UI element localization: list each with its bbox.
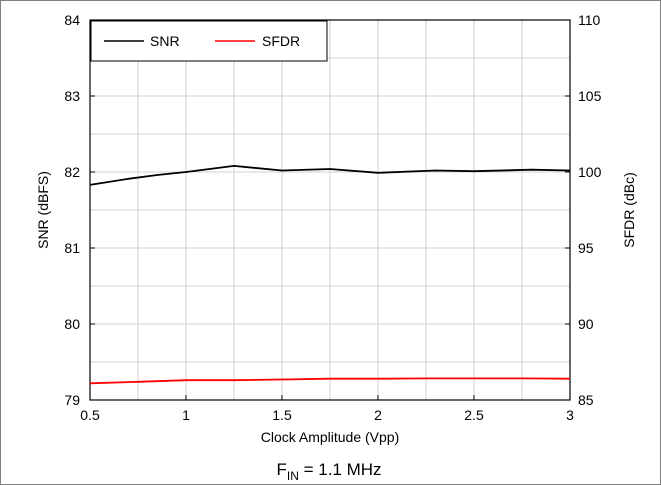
caption: FIN = 1.1 MHz	[276, 460, 381, 483]
caption-rest: = 1.1 MHz	[299, 460, 382, 479]
y2-tick-label: 105	[578, 88, 602, 104]
caption-subscript: IN	[287, 469, 299, 483]
plot-area-border	[89, 19, 571, 401]
y-right-tick-labels: 85 90 95 100 105 110	[578, 12, 602, 408]
grid	[89, 19, 571, 401]
y2-tick-label: 110	[578, 12, 601, 28]
x-tick-label: 0.5	[80, 407, 100, 423]
legend-label-sfdr: SFDR	[262, 33, 300, 49]
legend: SNR SFDR	[90, 20, 328, 62]
x-tick-label: 2.5	[464, 407, 484, 423]
y-left-axis-title: SNR (dBFS)	[35, 171, 51, 249]
series-line-sfdr	[89, 377, 571, 385]
y-tick-label: 79	[64, 392, 80, 408]
x-tick-labels: 0.5 1 1.5 2 2.5 3	[80, 407, 574, 423]
y2-tick-label: 90	[578, 316, 594, 332]
y-tick-label: 82	[64, 164, 80, 180]
x-tick-label: 3	[566, 407, 574, 423]
y2-tick-label: 95	[578, 240, 594, 256]
y2-tick-label: 100	[578, 164, 602, 180]
y2-tick-label: 85	[578, 392, 594, 408]
legend-label-snr: SNR	[150, 33, 180, 49]
x-axis-title: Clock Amplitude (Vpp)	[261, 429, 400, 445]
y-tick-label: 84	[64, 12, 80, 28]
y-tick-label: 83	[64, 88, 80, 104]
series-lines	[89, 164, 571, 385]
x-tick-label: 1.5	[272, 407, 292, 423]
caption-main: F	[276, 460, 286, 479]
y-tick-label: 80	[64, 316, 80, 332]
y-tick-label: 81	[64, 240, 80, 256]
y-left-tick-labels: 79 80 81 82 83 84	[64, 12, 80, 408]
y-right-axis-title: SFDR (dBc)	[621, 172, 637, 247]
series-line-snr	[89, 164, 571, 186]
axis-ticks	[89, 19, 571, 401]
x-tick-label: 1	[182, 407, 190, 423]
x-tick-label: 2	[374, 407, 382, 423]
